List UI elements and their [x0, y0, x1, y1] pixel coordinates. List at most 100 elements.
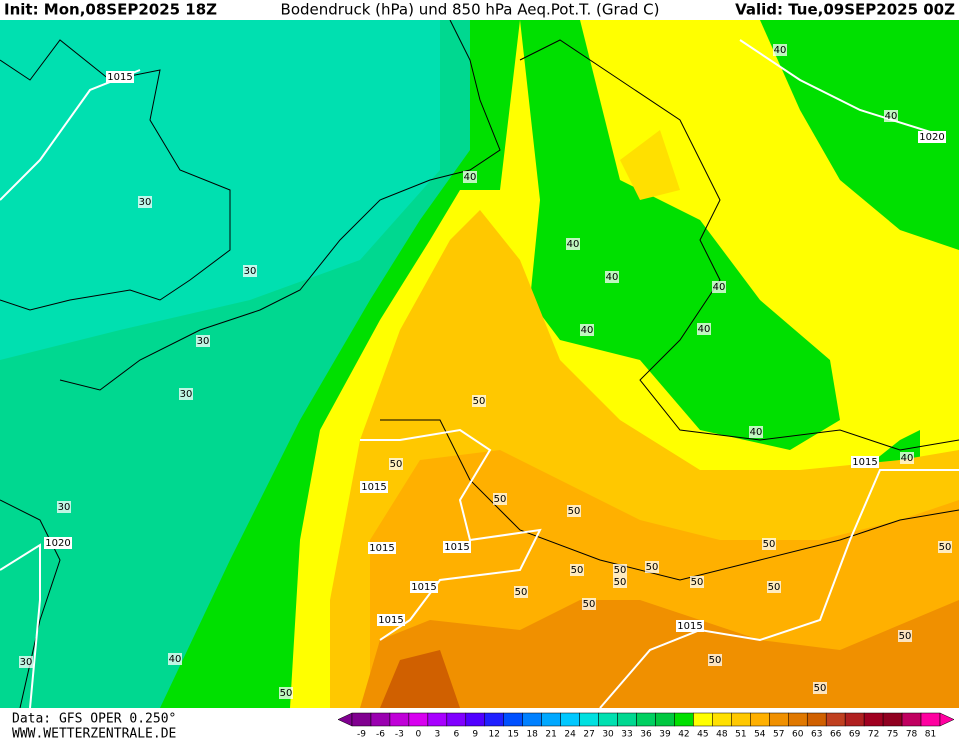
- contour-label: 30: [58, 502, 71, 513]
- colorbar-label: 12: [489, 730, 500, 740]
- contour-label: 50: [646, 562, 659, 573]
- contour-label: 50: [473, 396, 486, 407]
- contour-label-box: [243, 265, 257, 277]
- colorbar-cell: [769, 712, 789, 727]
- colorbar-cell: [655, 712, 675, 727]
- colorbar-label: 42: [678, 730, 689, 740]
- colorbar-cell: [598, 712, 618, 727]
- contour-label-box: [106, 71, 134, 83]
- contour-label-box: [645, 561, 659, 573]
- colorbar-cell: [579, 712, 599, 727]
- contour-label: 1015: [677, 621, 702, 632]
- contour-label: 1015: [107, 72, 132, 83]
- contour-label: 50: [614, 565, 627, 576]
- contour-label: 50: [899, 631, 912, 642]
- colorbar-label: 81: [925, 730, 936, 740]
- colorbar-cell: [560, 712, 580, 727]
- contour-label-box: [900, 452, 914, 464]
- contour-label: 40: [169, 654, 182, 665]
- contour-label-box: [773, 44, 787, 56]
- colorbar-label: -9: [357, 730, 366, 740]
- yellow-patch: [620, 130, 680, 200]
- contour-label-box: [19, 656, 33, 668]
- contour-label-box: [463, 171, 477, 183]
- contour-label: 50: [280, 688, 293, 699]
- colorbar-label: 18: [526, 730, 538, 740]
- contour-label: 40: [567, 239, 580, 250]
- colorbar-cell: [844, 712, 865, 727]
- contour-label: 40: [774, 45, 787, 56]
- contour-label: 50: [583, 599, 596, 610]
- contour-label: 30: [20, 657, 33, 668]
- colorbar-cell: [484, 712, 504, 727]
- colorbar-label: 66: [830, 730, 842, 740]
- contour-label: 40: [750, 427, 763, 438]
- dark-patch: [380, 650, 460, 708]
- colorbar-label: 30: [602, 730, 614, 740]
- coastlines: [0, 19, 959, 709]
- colorbar-label: 21: [545, 730, 556, 740]
- header-bar: [0, 0, 959, 20]
- colorbar-cell: [806, 712, 827, 727]
- contour-label: 50: [814, 683, 827, 694]
- website: WWW.WETTERZENTRALE.DE: [12, 727, 176, 742]
- colorbar-label: 24: [564, 730, 576, 740]
- contour-label-box: [566, 238, 580, 250]
- contour-label-box: [676, 620, 704, 632]
- contour-label-box: [138, 196, 152, 208]
- contour-label: 40: [713, 282, 726, 293]
- orange-dark-region: [360, 600, 959, 708]
- colorbar-label: 15: [507, 730, 518, 740]
- coast-uk: [0, 39, 231, 311]
- contour-label-box: [57, 501, 71, 513]
- contour-label-box: [472, 395, 486, 407]
- colorbar: -9 -6 -3 0 3 6 9 12 15 18 21 24 27 30 33 36 39 42 45 48 51 54…: [337, 712, 955, 740]
- contour-label-box: [377, 614, 405, 626]
- isobar-1020-w: [0, 543, 41, 709]
- contour-label: 40: [464, 172, 477, 183]
- contour-label: 50: [763, 539, 776, 550]
- colorbar-cell: [617, 712, 637, 727]
- colorbar-cell: [351, 712, 372, 727]
- colorbar-label: 54: [754, 730, 766, 740]
- contour-label: 50: [571, 565, 584, 576]
- colorbar-cell: [731, 712, 751, 727]
- contour-label: 30: [180, 389, 193, 400]
- contour-label: 30: [197, 336, 210, 347]
- colorbar-label: 51: [735, 730, 746, 740]
- contour-label: 40: [606, 272, 619, 283]
- colorbar-label: 57: [773, 730, 784, 740]
- colorbar-cell: [408, 712, 429, 727]
- contour-label-box: [613, 564, 627, 576]
- colorbar-label: 78: [906, 730, 918, 740]
- contour-label-box: [443, 541, 471, 553]
- colorbar-cell: [712, 712, 732, 727]
- contour-label: 50: [568, 506, 581, 517]
- colorbar-label: 72: [868, 730, 879, 740]
- contour-label: 50: [614, 577, 627, 588]
- colorbar-cell: [389, 712, 410, 727]
- contour-label: 50: [691, 577, 704, 588]
- contour-label-box: [368, 542, 396, 554]
- colorbar-label: 69: [849, 730, 861, 740]
- colorbar-cell: [465, 712, 486, 727]
- colorbar-label: 75: [887, 730, 898, 740]
- border-east: [519, 39, 959, 451]
- contour-label-box: [712, 281, 726, 293]
- contour-label-box: [196, 335, 210, 347]
- border-alps: [380, 419, 959, 581]
- colorbar-label: 3: [434, 730, 440, 740]
- colorbar-cell: [541, 712, 561, 727]
- colorbar-cell: [427, 712, 448, 727]
- contour-label-box: [570, 564, 584, 576]
- colorbar-cell: [446, 712, 467, 727]
- colorbar-label: 36: [640, 730, 652, 740]
- init-time: Init: Mon,08SEP2025 18Z: [4, 1, 217, 19]
- contour-label: 1015: [444, 542, 469, 553]
- contour-label-box: [749, 426, 763, 438]
- green-tongue: [520, 20, 840, 450]
- contour-label-box: [179, 388, 193, 400]
- colorbar-cell: [636, 712, 656, 727]
